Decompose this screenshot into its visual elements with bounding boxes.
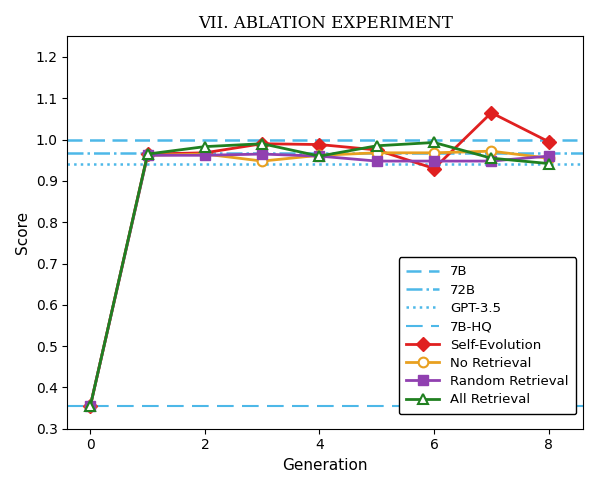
Legend: 7B, 72B, GPT-3.5, 7B-HQ, Self-Evolution, No Retrieval, Random Retrieval, All Ret: 7B, 72B, GPT-3.5, 7B-HQ, Self-Evolution,… [398,258,576,414]
X-axis label: Generation: Generation [282,458,368,473]
Title: VII. ABLATION EXPERIMENT: VII. ABLATION EXPERIMENT [198,15,453,32]
Y-axis label: Score: Score [15,211,30,254]
